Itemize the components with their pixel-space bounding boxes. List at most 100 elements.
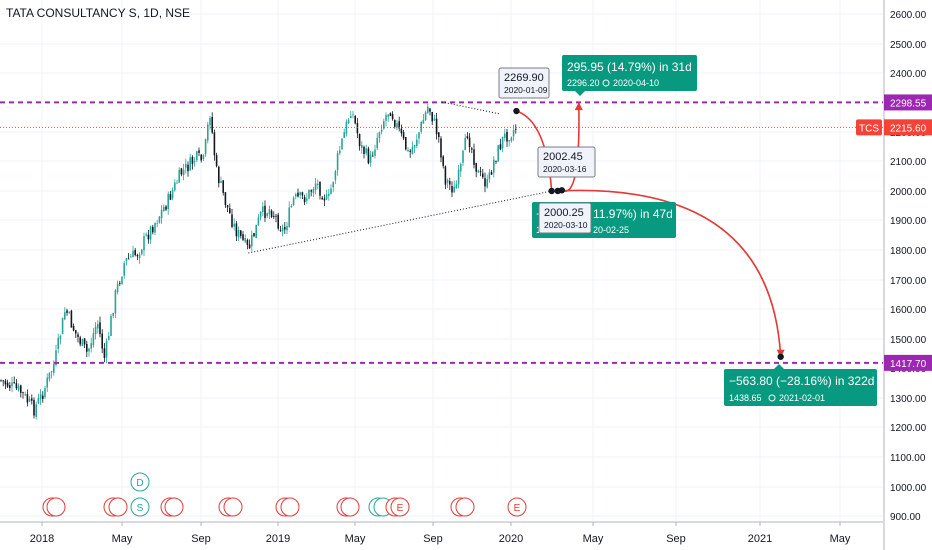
price-tick-label: 1000.00 xyxy=(890,483,927,494)
candle-body xyxy=(127,258,130,260)
candle-body xyxy=(9,385,11,389)
candle-body xyxy=(369,154,372,163)
candle-body xyxy=(50,371,53,373)
last-price-tag xyxy=(884,119,932,136)
event-label: E xyxy=(514,503,521,514)
tag-value: 2000.25 xyxy=(544,207,584,219)
candle-body xyxy=(169,194,172,200)
price-tick-label: 2400.00 xyxy=(890,69,927,80)
grid xyxy=(0,0,883,521)
price-tick-label: 1900.00 xyxy=(890,216,927,227)
candle-body xyxy=(424,112,427,121)
event-marker: S xyxy=(130,497,150,517)
event-marker xyxy=(164,497,184,517)
candle-body xyxy=(444,166,447,185)
candle-body xyxy=(484,178,486,187)
candle-body xyxy=(429,108,431,112)
candle-body xyxy=(446,179,449,183)
candle-body xyxy=(310,190,312,192)
candle-body xyxy=(86,343,88,352)
candle-body xyxy=(226,205,229,208)
time-tick-label: May xyxy=(583,533,604,545)
candle-body xyxy=(488,172,491,180)
candle-body xyxy=(13,382,15,384)
tag-date: 2020-01-09 xyxy=(504,85,548,95)
candle-body xyxy=(398,121,400,129)
time-tick-label: 2019 xyxy=(266,533,290,545)
candle-body xyxy=(510,137,513,142)
tag-value: 2002.45 xyxy=(543,151,583,163)
clock-icon xyxy=(768,394,776,402)
candle-body xyxy=(222,180,224,193)
candle-body xyxy=(490,172,493,175)
projection-point xyxy=(558,187,566,194)
candle-body xyxy=(475,162,477,172)
projection-point xyxy=(513,107,520,115)
candle-body xyxy=(200,154,202,161)
candle-body xyxy=(332,182,334,188)
candle-body xyxy=(160,209,163,219)
chart-title: TATA CONSULTANCY S, 1D, NSE xyxy=(6,6,191,20)
time-tick-label: 2018 xyxy=(30,533,54,545)
candle-body xyxy=(207,124,209,141)
candle-body xyxy=(270,210,273,218)
candle-body xyxy=(147,234,150,240)
trendline xyxy=(248,190,552,254)
candle-body xyxy=(499,144,502,150)
candle-body xyxy=(6,382,9,387)
candle-body xyxy=(42,395,44,399)
candle-body xyxy=(442,156,444,166)
candle-body xyxy=(389,113,392,116)
candle-body xyxy=(22,392,24,394)
projection-point xyxy=(777,353,784,360)
candle-body xyxy=(385,115,387,121)
candle-body xyxy=(374,149,376,156)
clock-icon xyxy=(602,79,610,87)
candle-body xyxy=(361,145,363,148)
candle-body xyxy=(363,146,365,154)
level-price-tag xyxy=(884,94,932,111)
event-marker xyxy=(280,497,300,517)
candle-body xyxy=(20,385,22,393)
candle-body xyxy=(277,214,279,229)
candle-body xyxy=(121,276,123,284)
candle-body xyxy=(497,145,499,162)
candle-body xyxy=(493,159,495,173)
candle-body xyxy=(391,114,394,119)
price-tick-label: 1700.00 xyxy=(890,276,927,287)
callout-date: 2020-04-10 xyxy=(613,78,659,88)
candle-body xyxy=(345,121,348,134)
candle-body xyxy=(323,198,326,201)
candle-body xyxy=(380,129,383,132)
candle-body xyxy=(33,399,35,416)
tag-box xyxy=(498,67,550,99)
candle-body xyxy=(284,226,286,230)
event-marker xyxy=(108,497,128,517)
trendline xyxy=(441,101,501,115)
callout-sub: 1438.65 xyxy=(729,393,762,403)
candle-body xyxy=(286,225,288,231)
event-marker xyxy=(46,497,66,517)
candle-body xyxy=(141,249,143,255)
candle-body xyxy=(495,160,497,162)
candle-body xyxy=(46,377,48,388)
candle-body xyxy=(24,394,26,396)
candle-body xyxy=(17,386,20,391)
price-tick-label: 1600.00 xyxy=(890,305,927,316)
candle-body xyxy=(299,192,301,196)
candle-body xyxy=(303,197,306,203)
candle-body xyxy=(123,263,125,276)
candle-body xyxy=(259,211,262,218)
candle-body xyxy=(416,139,418,147)
candle-body xyxy=(138,254,141,259)
candle-body xyxy=(319,181,321,196)
candle-body xyxy=(334,171,337,181)
candle-body xyxy=(387,114,389,117)
candle-body xyxy=(409,150,411,152)
candle-body xyxy=(130,256,132,258)
candle-body xyxy=(365,148,367,154)
candle-body xyxy=(449,181,451,185)
candle-body xyxy=(125,258,128,262)
candle-body xyxy=(90,343,92,349)
